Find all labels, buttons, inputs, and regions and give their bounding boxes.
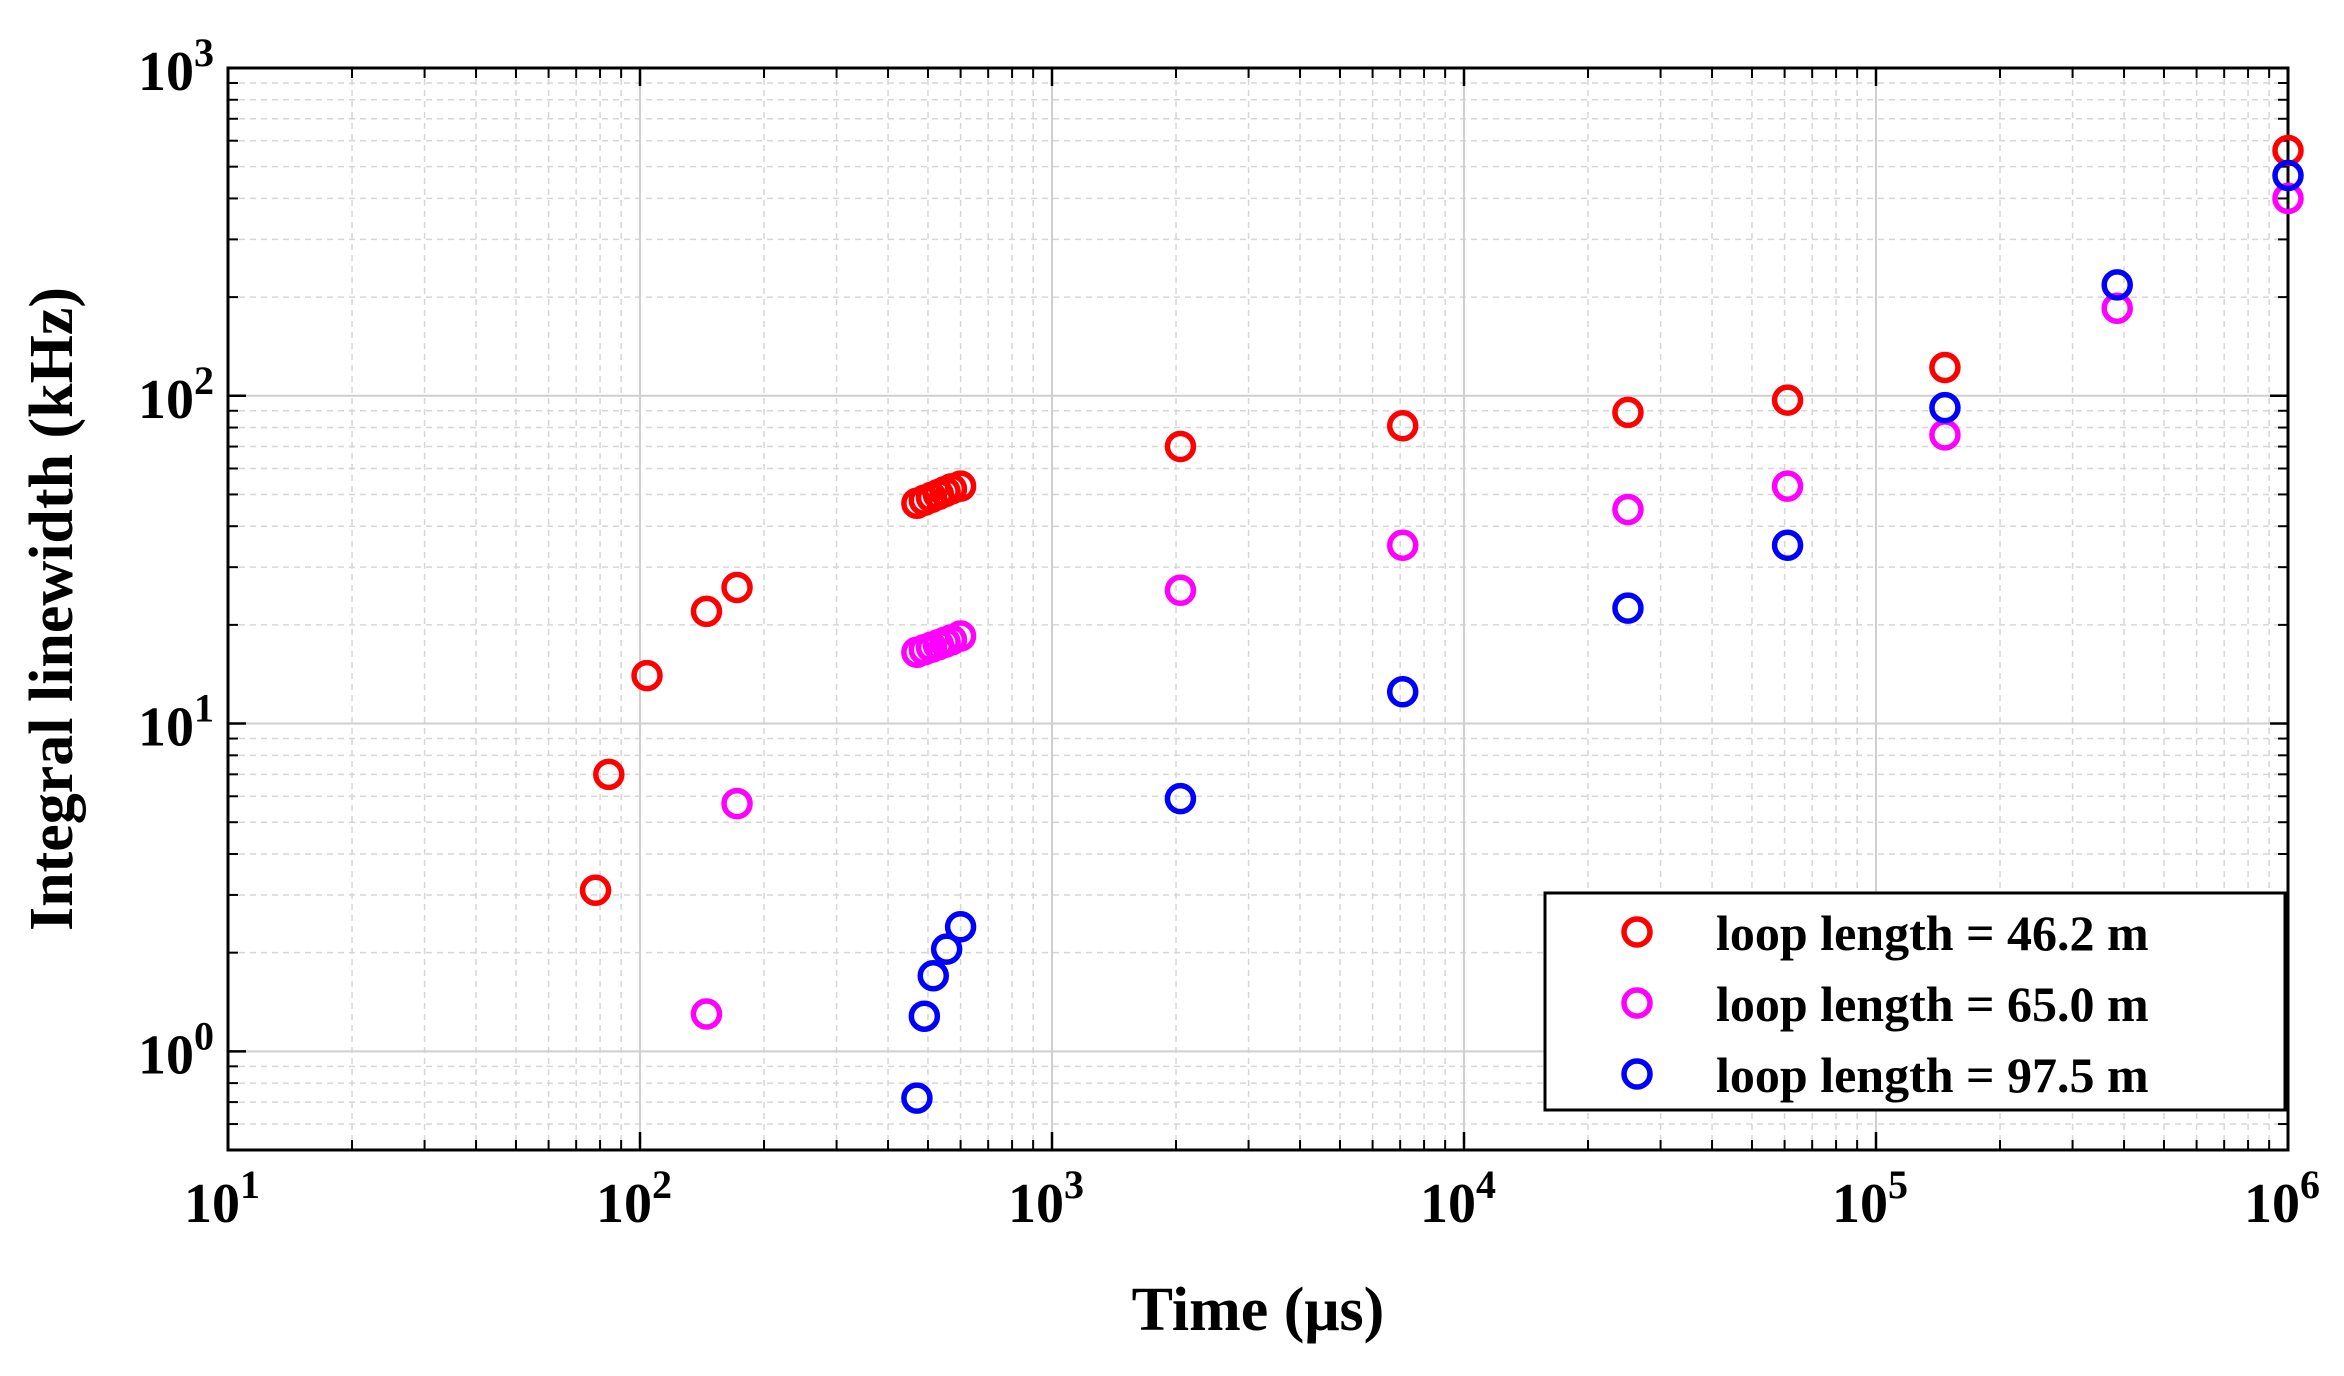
data-point bbox=[579, 874, 612, 907]
data-point bbox=[1386, 529, 1419, 561]
data-point bbox=[1929, 419, 1961, 451]
data-point bbox=[1612, 493, 1644, 526]
data-point bbox=[1612, 396, 1644, 429]
y-tick-label: 100 bbox=[138, 1013, 214, 1086]
data-point bbox=[1771, 529, 1804, 561]
legend-label: loop length = 97.5 m bbox=[1716, 1047, 2149, 1103]
data-point bbox=[1386, 676, 1419, 708]
y-tick-label: 101 bbox=[138, 686, 214, 759]
data-point bbox=[901, 1082, 933, 1114]
data-point bbox=[944, 910, 977, 943]
legend-marker bbox=[1621, 916, 1653, 948]
data-point bbox=[2101, 269, 2133, 301]
data-point bbox=[631, 659, 663, 692]
data-point bbox=[690, 998, 723, 1030]
y-tick-label: 103 bbox=[138, 30, 214, 103]
axis-ticks bbox=[226, 66, 2290, 1150]
data-point bbox=[1929, 351, 1961, 384]
data-point bbox=[721, 571, 753, 604]
data-point bbox=[908, 1000, 941, 1032]
data-point bbox=[1164, 430, 1197, 463]
x-tick-label: 105 bbox=[1832, 1162, 1908, 1235]
data-point bbox=[917, 960, 950, 992]
data-point bbox=[1771, 384, 1804, 416]
legend-label: loop length = 46.2 m bbox=[1716, 905, 2149, 961]
data-point bbox=[1164, 574, 1197, 607]
data-point bbox=[2272, 182, 2304, 215]
x-axis-label: Time (μs) bbox=[1132, 1276, 1385, 1344]
data-point bbox=[1771, 470, 1804, 502]
y-tick-label: 102 bbox=[138, 358, 214, 431]
legend: loop length = 46.2 m loop length = 65.0 m… bbox=[1543, 891, 2287, 1112]
data-point bbox=[721, 787, 753, 820]
data-point bbox=[1164, 782, 1197, 815]
plot-area-frame bbox=[226, 66, 2290, 1152]
series-1 bbox=[579, 134, 2304, 907]
data-points bbox=[579, 134, 2304, 1114]
y-tick-labels: 100 101 102 103 bbox=[138, 30, 214, 1086]
x-tick-label: 104 bbox=[1420, 1162, 1496, 1235]
data-point bbox=[2272, 159, 2304, 192]
data-point bbox=[944, 470, 977, 502]
series-3 bbox=[901, 159, 2304, 1114]
legend-marker bbox=[1621, 987, 1653, 1019]
data-point bbox=[1612, 592, 1644, 624]
data-point bbox=[944, 620, 977, 652]
data-point bbox=[1929, 391, 1961, 424]
x-tick-label: 101 bbox=[184, 1162, 260, 1235]
minor-gridlines bbox=[228, 68, 2288, 1150]
data-point bbox=[593, 758, 625, 791]
data-point bbox=[690, 595, 723, 628]
legend-marker bbox=[1621, 1058, 1653, 1090]
x-tick-labels: 101 102 103 104 105 106 bbox=[184, 1162, 2320, 1235]
data-point bbox=[930, 933, 963, 965]
x-tick-label: 106 bbox=[2244, 1162, 2320, 1235]
y-axis-label: Integral linewidth (kHz) bbox=[18, 287, 86, 931]
legend-label: loop length = 65.0 m bbox=[1716, 976, 2149, 1032]
legend-box bbox=[1543, 891, 2287, 1112]
x-tick-label: 102 bbox=[596, 1162, 672, 1235]
data-point bbox=[1386, 410, 1419, 442]
x-tick-label: 103 bbox=[1008, 1162, 1084, 1235]
